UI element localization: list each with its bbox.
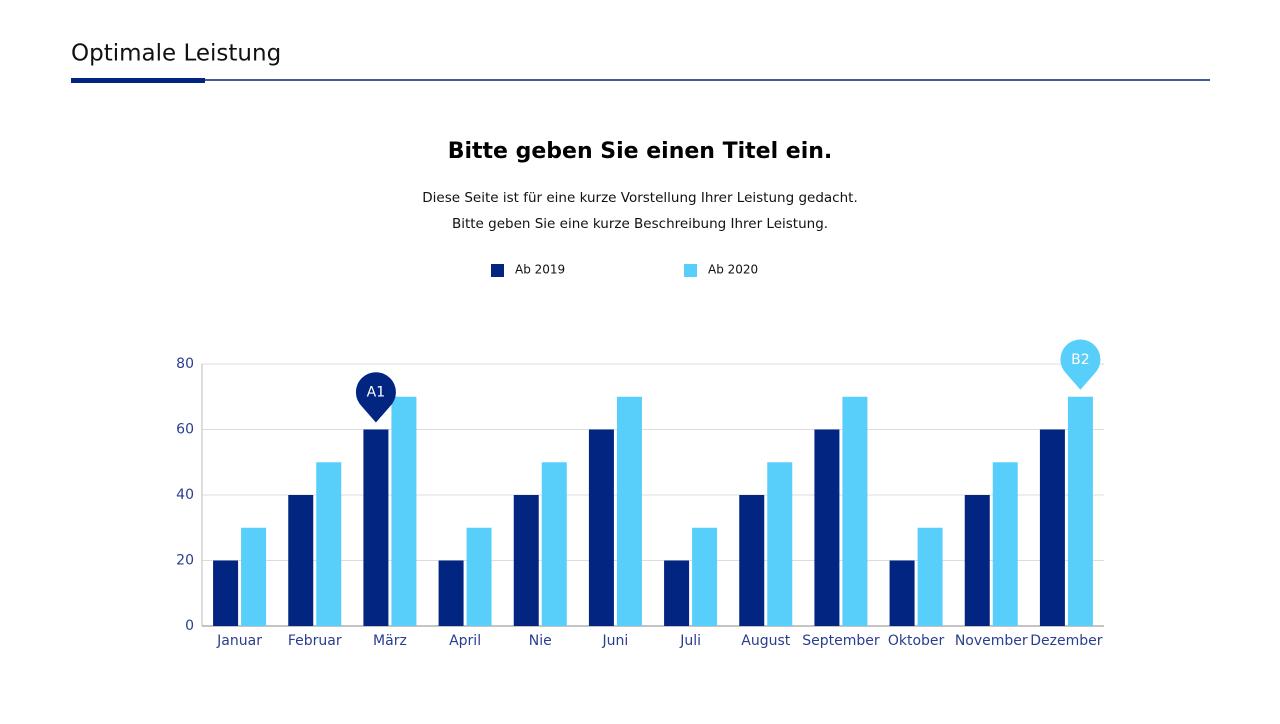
page-title: Optimale Leistung — [71, 41, 281, 67]
bar — [588, 429, 614, 626]
bar — [288, 495, 314, 626]
bar — [739, 495, 765, 626]
y-tick-label: 80 — [176, 356, 194, 372]
y-tick-label: 60 — [176, 422, 194, 438]
bar — [917, 527, 943, 626]
chart-subtitle: Diese Seite ist für eine kurze Vorstellu… — [422, 190, 857, 206]
bar — [391, 396, 417, 626]
x-tick-label: Februar — [288, 633, 342, 649]
annotation-label: A1 — [367, 385, 385, 401]
header-accent — [71, 78, 205, 83]
bar — [767, 462, 793, 626]
x-tick-label: April — [449, 633, 481, 649]
bar — [316, 462, 342, 626]
x-tick-label: Januar — [216, 633, 262, 649]
legend-swatch — [491, 264, 504, 277]
bar — [814, 429, 840, 626]
legend-label: Ab 2019 — [515, 263, 565, 277]
bar — [1039, 429, 1065, 626]
x-tick-label: Juni — [602, 633, 629, 649]
x-tick-label: Oktober — [888, 633, 945, 649]
bar — [664, 560, 690, 626]
bar — [438, 560, 464, 626]
x-tick-label: August — [741, 633, 791, 649]
chart-subtitle: Bitte geben Sie eine kurze Beschreibung … — [452, 216, 828, 232]
legend-label: Ab 2020 — [708, 263, 758, 277]
bar — [1067, 396, 1093, 626]
x-tick-label: Juli — [679, 633, 701, 649]
bar — [541, 462, 567, 626]
y-tick-label: 0 — [185, 618, 194, 634]
annotation-label: B2 — [1071, 352, 1090, 368]
bar — [964, 495, 990, 626]
chart-title: Bitte geben Sie einen Titel ein. — [448, 139, 833, 164]
x-tick-label: März — [373, 633, 407, 649]
bar — [466, 527, 492, 626]
bar — [363, 429, 389, 626]
bar — [513, 495, 539, 626]
y-tick-label: 40 — [176, 487, 194, 503]
annotation-pin — [1060, 339, 1101, 390]
y-tick-label: 20 — [176, 553, 194, 569]
bar — [889, 560, 915, 626]
x-tick-label: November — [955, 633, 1028, 649]
annotation-pin — [355, 372, 396, 423]
bar — [842, 396, 868, 626]
bar — [213, 560, 239, 626]
bar — [616, 396, 642, 626]
legend-swatch — [684, 264, 697, 277]
bar — [692, 527, 718, 626]
x-tick-label: September — [802, 633, 880, 649]
x-tick-label: Nie — [529, 633, 552, 649]
bar — [992, 462, 1018, 626]
bar — [241, 527, 267, 626]
x-tick-label: Dezember — [1030, 633, 1102, 649]
